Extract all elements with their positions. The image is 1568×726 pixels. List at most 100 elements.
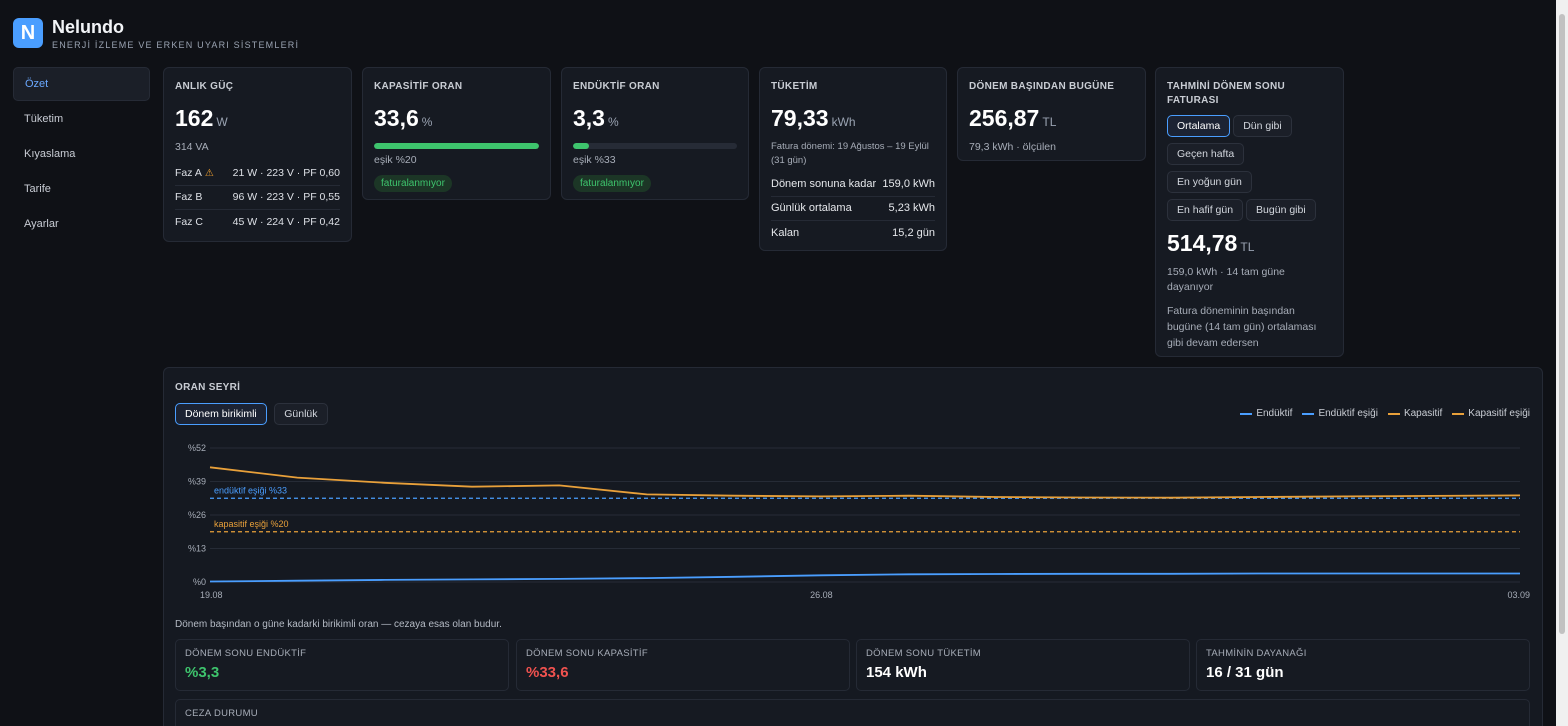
app-header: N Nelundo ENERJİ İZLEME VE ERKEN UYARI S… xyxy=(13,13,299,53)
threshold-label: endüktif eşiği %33 xyxy=(214,485,287,495)
forecast-today-button[interactable]: Bugün gibi xyxy=(1246,199,1316,221)
sidebar-item-label: Ayarlar xyxy=(24,218,59,230)
forecast-yesterday-button[interactable]: Dün gibi xyxy=(1233,115,1292,137)
capacitive-threshold: eşik %20 xyxy=(374,154,417,166)
tab-cumulative[interactable]: Dönem birikimli xyxy=(175,403,267,425)
phase-row: Faz A ⚠ 21 W · 223 V · PF 0,60 xyxy=(175,161,340,186)
metric-value: %3,3 xyxy=(185,664,220,681)
phase-name: Faz B xyxy=(175,191,203,204)
forecast-light-day-button[interactable]: En hafif gün xyxy=(1167,199,1244,221)
sidebar-item-tarife[interactable]: Tarife xyxy=(13,172,150,206)
app-logo[interactable]: N xyxy=(13,18,43,48)
y-tick-label: %13 xyxy=(188,544,206,554)
billing-period: Fatura dönemi: 19 Ağustos – 19 Eylül (31… xyxy=(771,141,929,166)
y-tick-label: %26 xyxy=(188,510,206,520)
brand: Nelundo ENERJİ İZLEME VE ERKEN UYARI SİS… xyxy=(52,16,299,50)
legend-item[interactable]: Kapasitif eşiği xyxy=(1452,408,1530,419)
inductive-progress-bar xyxy=(573,143,737,149)
forecast-peak-day-button[interactable]: En yoğun gün xyxy=(1167,171,1252,193)
y-tick-label: %39 xyxy=(188,477,206,487)
forecast-sub: 159,0 kWh · 14 tam güne dayanıyor xyxy=(1167,266,1285,293)
sidebar-item-kiyaslama[interactable]: Kıyaslama xyxy=(13,137,150,171)
metric-card: DÖNEM SONU ENDÜKTİF %3,3 xyxy=(175,639,509,691)
chart-legend: Endüktif Endüktif eşiği Kapasitif Kapasi… xyxy=(1240,408,1530,419)
card-title: TAHMİNİ DÖNEM SONU FATURASI xyxy=(1167,81,1285,106)
period-to-date-card: DÖNEM BAŞINDAN BUGÜNE 256,87 TL 79,3 kWh … xyxy=(957,67,1146,161)
kv-row: Dönem sonuna kadar 159,0 kWh xyxy=(771,172,935,197)
ratio-line-chart: %0 %13 %26 %39 %52 19.08 26.08 03.09 endüktif eş… xyxy=(188,443,1530,600)
forecast-description: Fatura döneminin başından bugüne (14 tam… xyxy=(1167,305,1317,349)
metric-title: TAHMİNİN DAYANAĞI xyxy=(1206,648,1307,659)
series-line-endüktif xyxy=(209,572,1520,583)
sidebar-item-label: Tüketim xyxy=(24,113,64,125)
period-to-date-value: 256,87 TL xyxy=(969,105,1057,131)
legend-item[interactable]: Kapasitif xyxy=(1387,408,1442,419)
inductive-ratio-card: ENDÜKTİF ORAN 3,3% eşik %33 faturalanmıy… xyxy=(561,67,749,200)
metric-value: 154 kWh xyxy=(866,664,927,681)
tab-daily[interactable]: Günlük xyxy=(274,403,328,425)
x-tick-label: 19.08 xyxy=(200,590,223,600)
forecast-card: TAHMİNİ DÖNEM SONU FATURASI Ortalama Dün … xyxy=(1155,67,1344,357)
scrollbar-thumb[interactable] xyxy=(1559,14,1565,634)
card-title: ENDÜKTİF ORAN xyxy=(573,81,660,92)
page-scrollbar[interactable] xyxy=(1556,0,1568,726)
metric-card: DÖNEM SONU KAPASİTİF %33,6 xyxy=(516,639,850,691)
sidebar-item-label: Kıyaslama xyxy=(24,148,76,160)
panel-title: ORAN SEYRİ xyxy=(175,382,241,393)
chart-caption: Dönem başından o güne kadarki birikimli … xyxy=(175,619,502,630)
inductive-threshold: eşik %33 xyxy=(573,154,616,166)
power-value: 162 W xyxy=(175,105,228,131)
capacitive-value: 33,6% xyxy=(374,105,433,131)
metric-title: DÖNEM SONU KAPASİTİF xyxy=(526,648,648,659)
sidebar: Özet Tüketim Kıyaslama Tarife Ayarlar xyxy=(13,67,150,242)
phase-value: 45 W · 224 V · PF 0,42 xyxy=(232,216,340,229)
sidebar-item-tuketim[interactable]: Tüketim xyxy=(13,102,150,136)
metric-value: 16 / 31 gün xyxy=(1206,664,1284,681)
forecast-last-week-button[interactable]: Geçen hafta xyxy=(1167,143,1245,165)
metric-title: DÖNEM SONU TÜKETİM xyxy=(866,648,982,659)
card-title: ANLIK GÜÇ xyxy=(175,81,234,92)
inductive-value: 3,3% xyxy=(573,105,619,131)
period-to-date-sub: 79,3 kWh · ölçülen xyxy=(969,141,1056,153)
warning-icon: ⚠ xyxy=(204,167,214,179)
consumption-value: 79,33 kWh xyxy=(771,105,856,131)
capacitive-ratio-card: KAPASİTİF ORAN 33,6% eşik %20 faturalanm… xyxy=(362,67,551,200)
card-title: DÖNEM BAŞINDAN BUGÜNE xyxy=(969,81,1115,92)
forecast-value: 514,78 TL xyxy=(1167,230,1255,256)
y-tick-label: %52 xyxy=(188,443,206,453)
sidebar-item-ayarlar[interactable]: Ayarlar xyxy=(13,207,150,241)
x-tick-label: 03.09 xyxy=(1507,590,1530,600)
legend-item[interactable]: Endüktif eşiği xyxy=(1302,408,1378,419)
chart-tabs: Dönem birikimli Günlük xyxy=(175,403,331,431)
instant-power-card: ANLIK GÜÇ 162 W 314 VA Faz A ⚠ 21 W · 223 … xyxy=(163,67,352,242)
status-badge: faturalanmıyor xyxy=(573,175,651,192)
x-tick-label: 26.08 xyxy=(810,590,833,600)
metric-title: DÖNEM SONU ENDÜKTİF xyxy=(185,648,307,659)
consumption-card: TÜKETİM 79,33 kWh Fatura dönemi: 19 Ağust… xyxy=(759,67,947,251)
phase-row: Faz C 45 W · 224 V · PF 0,42 xyxy=(175,210,340,235)
progress-fill xyxy=(573,143,590,149)
capacitive-progress-bar xyxy=(374,143,539,149)
penalty-status-card: CEZA DURUMU xyxy=(175,699,1530,726)
sidebar-item-label: Tarife xyxy=(24,183,51,195)
sidebar-item-ozet[interactable]: Özet xyxy=(13,67,150,101)
legend-item[interactable]: Endüktif xyxy=(1240,408,1292,419)
y-tick-label: %0 xyxy=(193,577,206,587)
app-subtitle: ENERJİ İZLEME VE ERKEN UYARI SİSTEMLERİ xyxy=(52,40,300,50)
phase-name: Faz A xyxy=(175,166,202,179)
metric-card: DÖNEM SONU TÜKETİM 154 kWh xyxy=(856,639,1190,691)
sidebar-item-label: Özet xyxy=(25,78,49,90)
card-title: KAPASİTİF ORAN xyxy=(374,81,463,92)
phase-value: 96 W · 223 V · PF 0,55 xyxy=(232,191,340,204)
ratio-trend-panel: ORAN SEYRİ Dönem birikimli Günlük Endükt… xyxy=(163,367,1543,726)
forecast-average-button[interactable]: Ortalama xyxy=(1167,115,1231,137)
status-badge: faturalanmıyor xyxy=(374,175,452,192)
metric-title: CEZA DURUMU xyxy=(185,708,258,719)
card-title: TÜKETİM xyxy=(771,81,818,92)
forecast-mode-buttons: Ortalama Dün gibi Geçen hafta En yoğun gü… xyxy=(1167,115,1337,227)
app-title: Nelundo xyxy=(52,17,124,37)
threshold-label: kapasitif eşiği %20 xyxy=(214,519,289,529)
phase-row: Faz B 96 W · 223 V · PF 0,55 xyxy=(175,186,340,210)
metric-value: %33,6 xyxy=(526,664,569,681)
progress-fill xyxy=(374,143,539,149)
